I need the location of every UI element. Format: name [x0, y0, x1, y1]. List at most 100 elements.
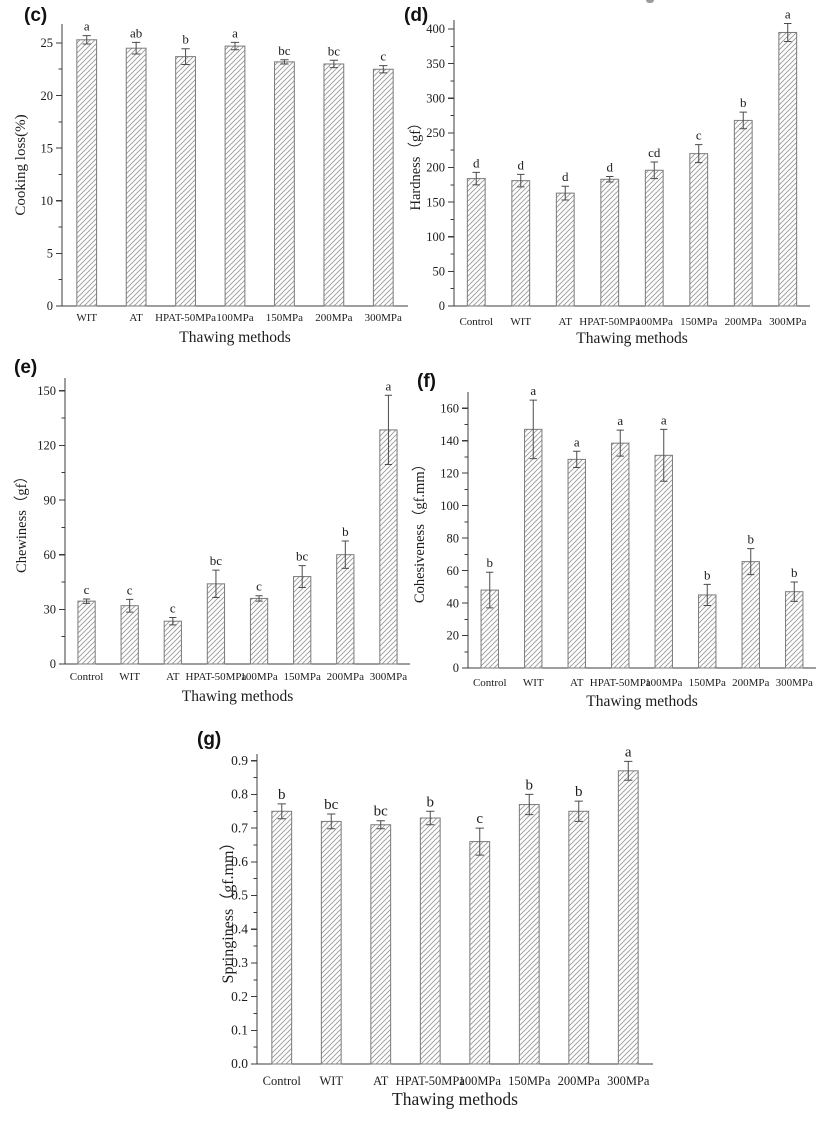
- bar-chart-cohesiveness: 0 20 40 60 80 100 120 140 160 b Control a WIT a AT a HPA…: [411, 383, 816, 710]
- y-tick-label: 0.0: [231, 1056, 248, 1071]
- x-axis-label: Thawing methods: [392, 1089, 518, 1109]
- bar: [379, 429, 398, 665]
- significance-letter: bc: [278, 43, 291, 58]
- category-label: 300MPa: [769, 316, 806, 328]
- y-tick-label: 5: [47, 247, 53, 261]
- category-label: WIT: [523, 677, 544, 689]
- bar: [567, 458, 586, 669]
- error-bar: [624, 760, 633, 781]
- error-bar: [82, 35, 91, 45]
- bar: [733, 119, 753, 307]
- panel-hardness: 0 50 100 150 200 250 300 350 400 d Control d WIT d AT d…: [404, 0, 836, 354]
- category-label: 300MPa: [607, 1074, 650, 1088]
- bars-group: b Control bc WIT bc AT b HPAT-50MPa c 100MPa b 150M…: [263, 744, 650, 1088]
- y-tick-label: 400: [426, 22, 445, 36]
- y-tick-label: 0: [453, 661, 459, 675]
- error-bar: [747, 548, 755, 576]
- y-tick-label: 150: [426, 195, 445, 209]
- bar: [224, 45, 246, 307]
- panel-label-e: (e): [14, 357, 38, 378]
- x-axis-label: Thawing methods: [586, 693, 698, 710]
- significance-letter: cd: [648, 145, 661, 160]
- bars-group: c Control c WIT c AT bc HPAT-50MPa c 100MPa bc 150M…: [70, 378, 407, 683]
- axes: [453, 20, 810, 307]
- y-tick-label: 0: [47, 299, 53, 313]
- error-bar: [126, 598, 134, 613]
- bar-chart-cooking-loss: 0 5 10 15 20 25 a WIT ab AT b HPAT-50MPa a 100MPa bc 15…: [13, 19, 408, 346]
- significance-letter: c: [256, 579, 262, 594]
- significance-letter: c: [696, 128, 702, 143]
- category-label: 100MPa: [459, 1074, 502, 1088]
- significance-letter: d: [473, 155, 480, 170]
- error-bar: [561, 185, 569, 201]
- bar: [785, 591, 804, 669]
- significance-letter: a: [84, 19, 90, 34]
- significance-letter: b: [526, 777, 534, 793]
- category-label: 150MPa: [266, 312, 303, 324]
- error-bar: [606, 176, 614, 183]
- panel-label-d: (d): [404, 5, 429, 26]
- error-bar: [280, 59, 289, 65]
- bar: [274, 61, 295, 307]
- y-tick-label: 300: [426, 91, 445, 105]
- error-bar: [82, 598, 91, 604]
- error-bar: [525, 793, 534, 816]
- bar: [617, 770, 639, 1065]
- significance-letter: c: [476, 811, 483, 827]
- significance-letter: a: [386, 378, 392, 393]
- x-axis-label: Thawing methods: [182, 688, 294, 705]
- panel-label-c: (c): [24, 5, 48, 26]
- error-bar: [327, 813, 336, 830]
- category-label: Control: [70, 671, 104, 683]
- panel-chewiness: 0 30 60 90 120 150 c Control c WIT c AT bc HPAT-50MPa…: [8, 358, 420, 714]
- category-label: HPAT-50MPa: [579, 316, 640, 328]
- y-tick-label: 200: [426, 161, 445, 175]
- error-bar: [475, 827, 484, 856]
- y-tick-label: 20: [447, 629, 460, 643]
- significance-letter: d: [518, 157, 525, 172]
- significance-letter: a: [625, 744, 632, 760]
- y-axis-ticks: 0 30 60 90 120 150: [37, 384, 65, 671]
- significance-letter: b: [342, 524, 349, 539]
- y-tick-label: 80: [447, 531, 460, 545]
- error-bar: [131, 41, 141, 55]
- error-bar: [277, 803, 286, 820]
- y-axis-ticks: 0 20 40 60 80 100 120 140 160: [440, 401, 468, 675]
- category-label: AT: [559, 316, 573, 328]
- bar: [511, 180, 531, 307]
- y-tick-label: 90: [44, 493, 57, 507]
- category-label: 150MPa: [689, 677, 726, 689]
- y-tick-label: 40: [447, 596, 460, 610]
- category-label: 200MPa: [725, 316, 762, 328]
- bars-group: a WIT ab AT b HPAT-50MPa a 100MPa bc 150MPa bc 200M…: [76, 19, 402, 324]
- y-tick-label: 30: [44, 603, 57, 617]
- error-bar: [329, 59, 339, 69]
- error-bar: [341, 540, 349, 569]
- significance-letter: b: [487, 555, 494, 570]
- axes: [256, 754, 653, 1065]
- category-label: WIT: [319, 1074, 343, 1088]
- error-bar: [181, 48, 190, 66]
- y-tick-label: 0.9: [231, 753, 248, 768]
- significance-letter: a: [661, 412, 667, 427]
- y-tick-label: 60: [447, 564, 460, 578]
- bar: [249, 597, 269, 665]
- significance-letter: b: [182, 32, 189, 47]
- bar: [644, 169, 664, 307]
- error-bar: [790, 581, 798, 602]
- significance-letter: b: [427, 794, 435, 810]
- bar: [524, 428, 543, 669]
- significance-letter: c: [170, 601, 176, 616]
- y-tick-label: 350: [426, 57, 445, 71]
- y-tick-label: 0.5: [231, 888, 248, 903]
- y-axis-label: Hardness（gf）: [407, 115, 424, 210]
- bar: [271, 810, 293, 1065]
- y-tick-label: 0.7: [231, 820, 248, 835]
- bars-group: b Control a WIT a AT a HPAT-50MPa a 100MPa b 150MPa…: [473, 383, 813, 689]
- bar: [293, 576, 312, 665]
- y-axis-label: Cooking loss(%): [13, 114, 29, 215]
- significance-letter: c: [84, 582, 90, 597]
- category-label: 300MPa: [365, 312, 402, 324]
- category-label: 200MPa: [327, 671, 364, 683]
